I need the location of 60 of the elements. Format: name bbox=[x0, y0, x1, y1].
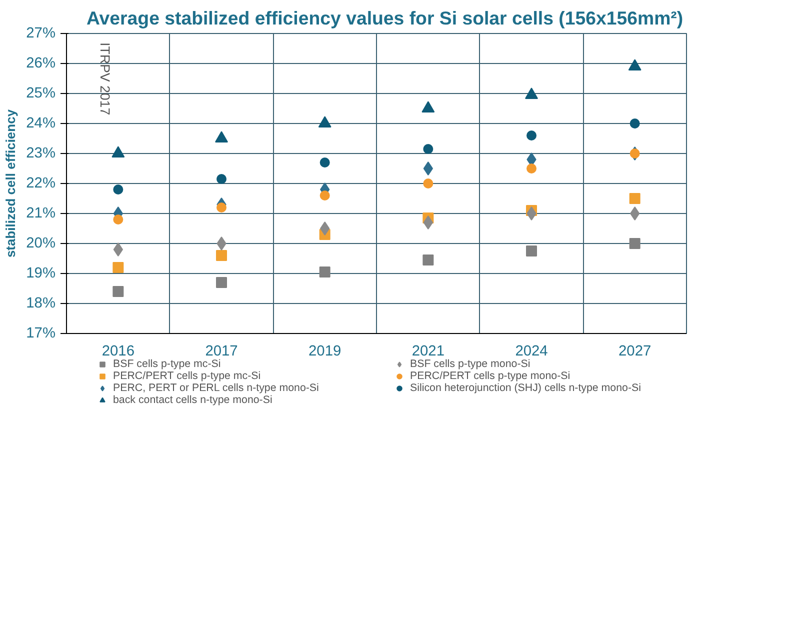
y-tick-label: 25% bbox=[26, 86, 56, 102]
point bbox=[423, 178, 434, 188]
point bbox=[112, 286, 124, 297]
point bbox=[320, 222, 330, 236]
y-tick-label: 20% bbox=[26, 236, 56, 252]
point bbox=[525, 88, 538, 99]
point bbox=[216, 174, 226, 184]
y-tick-label: 21% bbox=[26, 206, 56, 222]
legend-label: BSF cells p-type mc-Si bbox=[113, 358, 222, 370]
legend-label: PERC/PERT cells p-type mc-Si bbox=[113, 370, 262, 382]
point bbox=[526, 206, 536, 220]
point bbox=[113, 184, 124, 194]
y-tick-label: 26% bbox=[26, 56, 56, 72]
point bbox=[526, 246, 537, 256]
point bbox=[215, 131, 228, 142]
point bbox=[320, 158, 330, 168]
point bbox=[318, 116, 332, 128]
point bbox=[216, 277, 227, 288]
x-tick-label: 2016 bbox=[102, 344, 134, 360]
point bbox=[423, 162, 433, 176]
y-tick-label: 18% bbox=[26, 296, 56, 312]
legend-label: PERC/PERT cells p-type mono-Si bbox=[410, 370, 572, 382]
point bbox=[113, 242, 123, 256]
x-tick-label: 2027 bbox=[618, 344, 652, 360]
point bbox=[112, 146, 125, 158]
point bbox=[320, 190, 330, 200]
y-tick-label: 19% bbox=[26, 266, 56, 282]
legend-label: Silicon heterojunction (SHJ) cells n-type mono-Si bbox=[410, 382, 642, 394]
chart-title: Average stabilized efficiency values for Si solar cells (156x156mm²) bbox=[86, 8, 684, 28]
point bbox=[629, 193, 640, 204]
point bbox=[526, 130, 536, 140]
point bbox=[422, 254, 434, 266]
point bbox=[629, 238, 640, 249]
point bbox=[216, 250, 227, 261]
y-tick-label: 22% bbox=[26, 176, 56, 192]
point bbox=[422, 101, 435, 112]
point bbox=[112, 262, 124, 273]
legend-label: back contact cells n-type mono-Si bbox=[113, 394, 274, 406]
x-tick-label: 2024 bbox=[515, 344, 548, 360]
legend-label: BSF cells p-type mono-Si bbox=[410, 358, 532, 370]
x-tick-label: 2021 bbox=[412, 344, 444, 360]
x-tick-label: 2019 bbox=[308, 344, 342, 360]
point bbox=[216, 202, 226, 212]
x-tick-label: 2017 bbox=[205, 344, 238, 360]
y-axis-title: stabilized cell efficiency bbox=[3, 108, 18, 258]
point bbox=[319, 266, 330, 278]
point bbox=[216, 236, 226, 250]
y-tick-label: 23% bbox=[26, 146, 56, 162]
point bbox=[630, 206, 640, 220]
y-tick-label: 27% bbox=[26, 26, 56, 42]
point bbox=[113, 214, 124, 224]
point bbox=[423, 144, 434, 154]
point bbox=[526, 164, 536, 174]
annotation: ITRPV 2017 bbox=[98, 42, 112, 116]
y-tick-label: 17% bbox=[26, 326, 56, 342]
point bbox=[630, 118, 640, 128]
point bbox=[628, 59, 642, 70]
legend-label: PERC, PERT or PERL cells n-type mono-Si bbox=[113, 382, 320, 394]
point bbox=[423, 216, 433, 230]
y-tick-label: 24% bbox=[26, 116, 56, 132]
